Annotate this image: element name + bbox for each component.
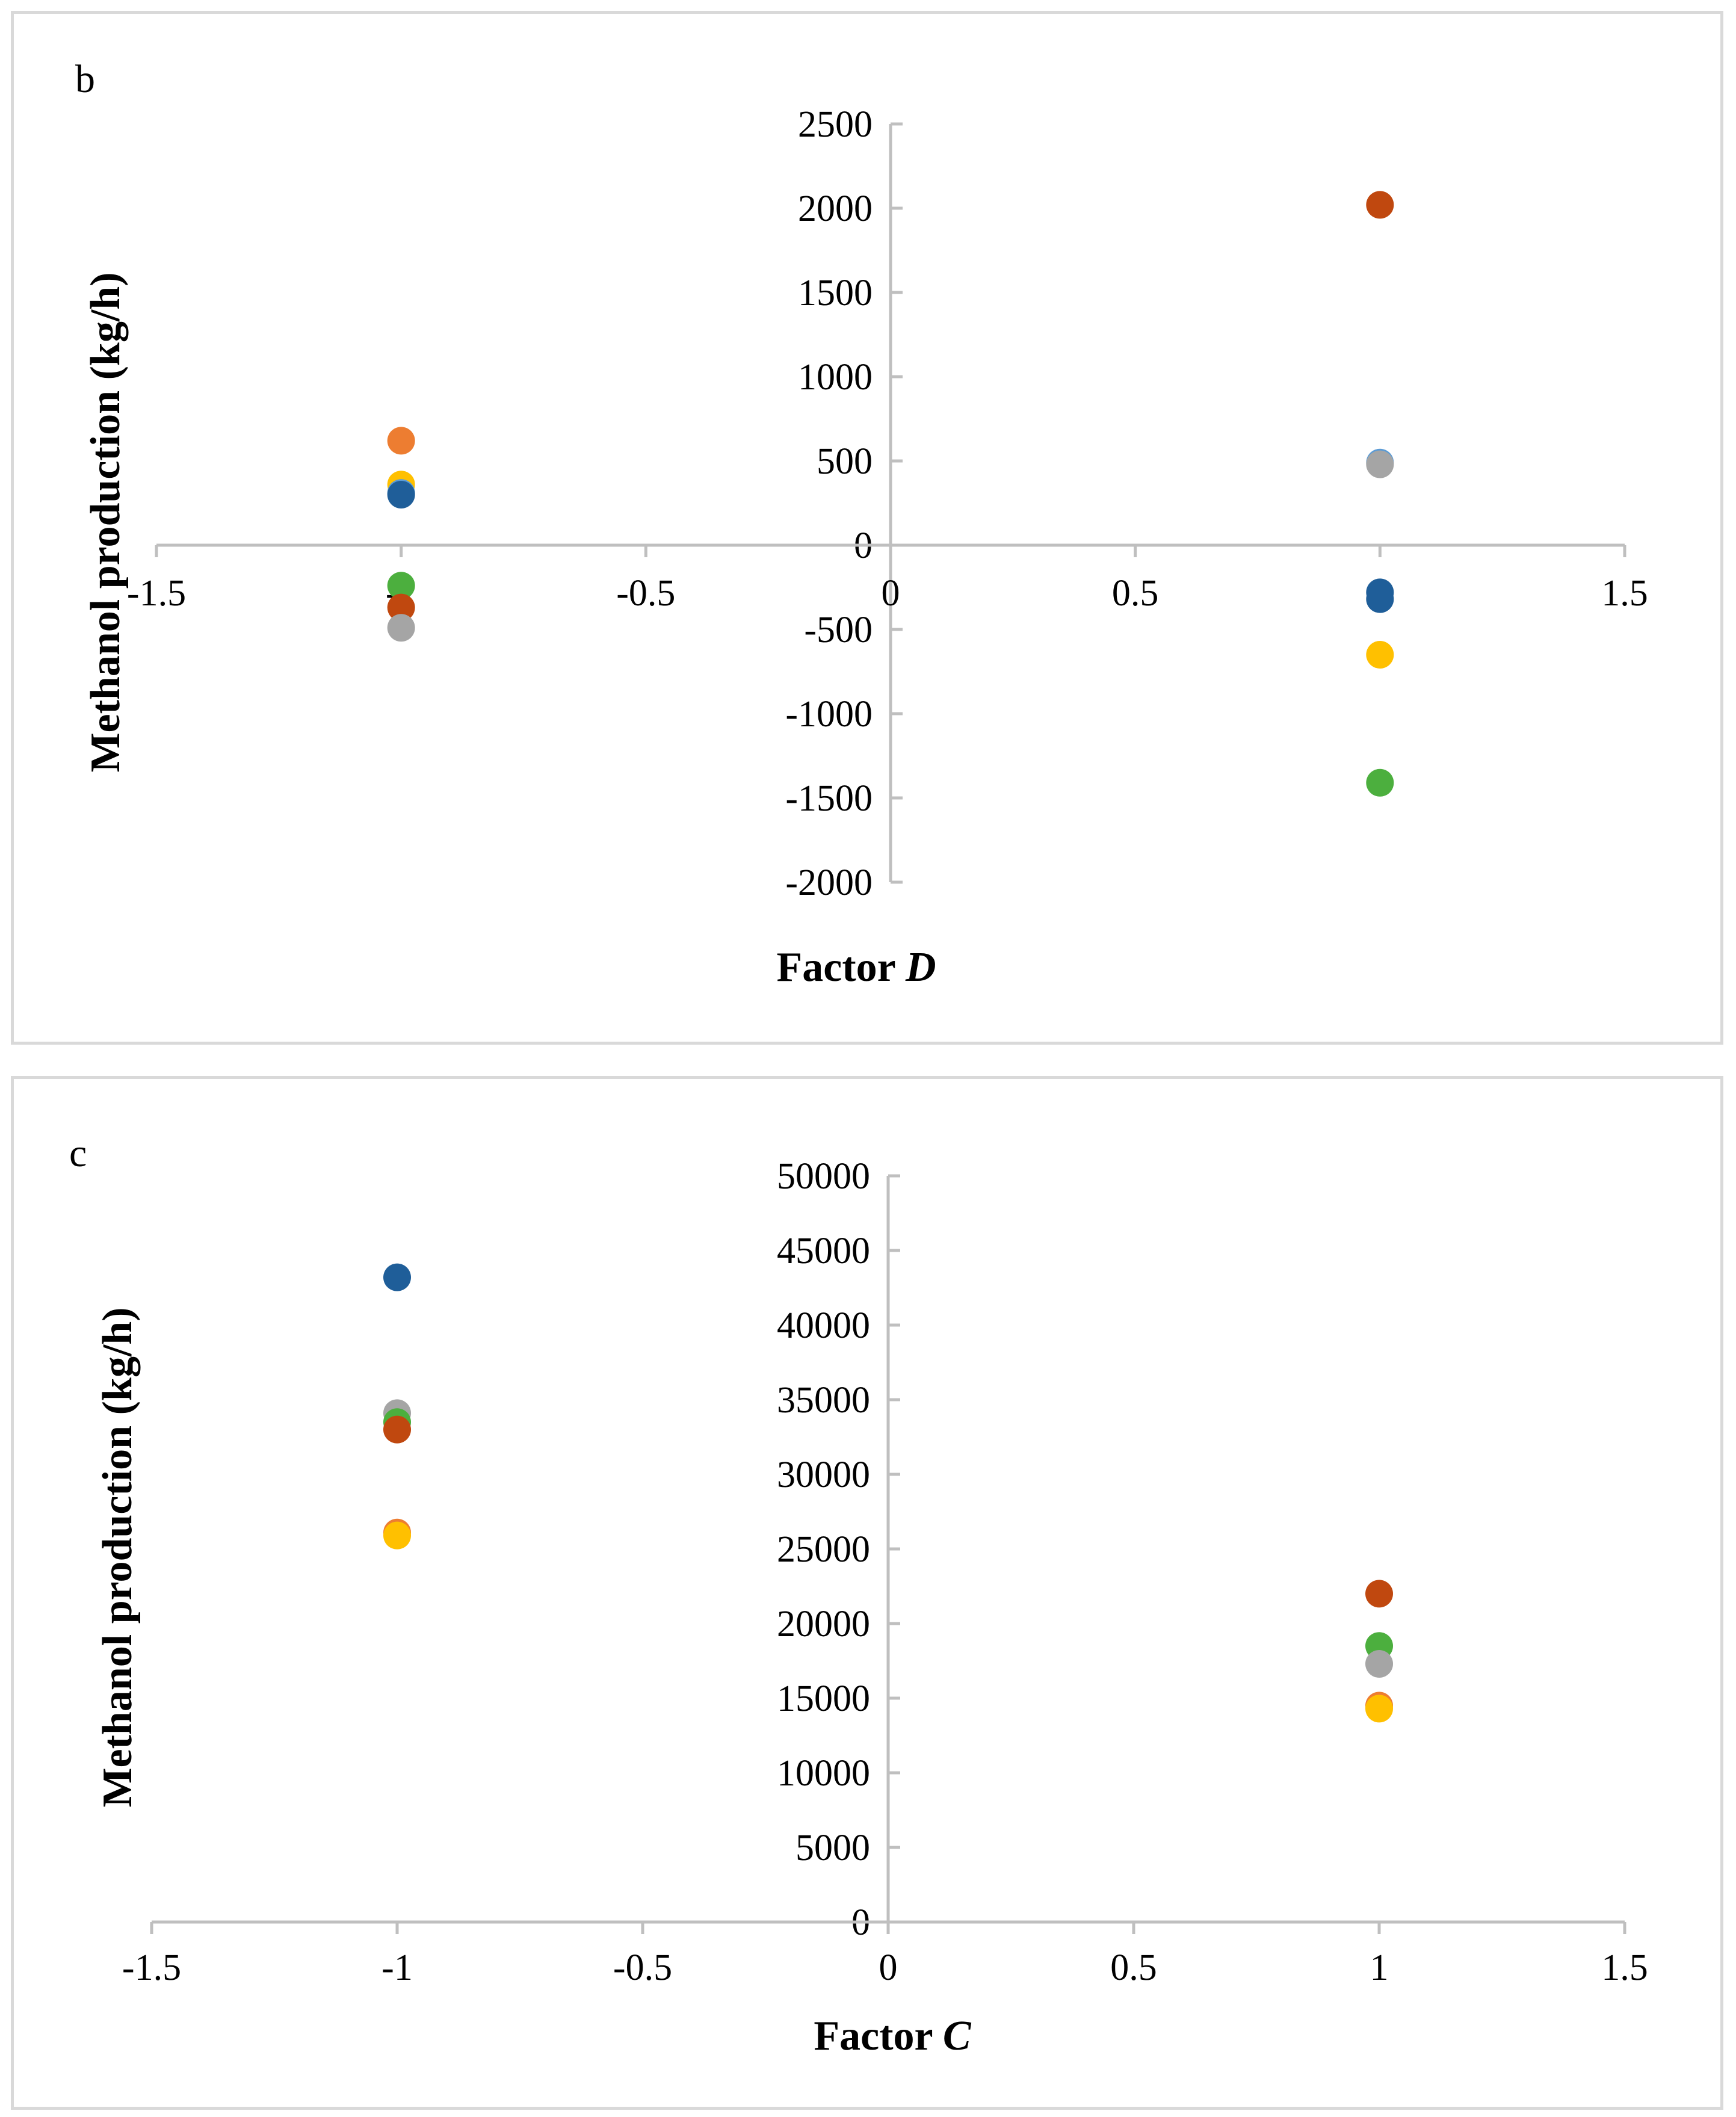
y-axis-title-b: Methanol production (kg/h) bbox=[82, 272, 129, 772]
y-tick-label-b: -1500 bbox=[785, 778, 873, 819]
x-tick-label-c: -1.5 bbox=[122, 1947, 181, 1988]
y-tick-label-c: 50000 bbox=[777, 1156, 870, 1197]
x-axis-c: -1.5 -1 -0.5 0 0.5 1 1.5 bbox=[122, 1920, 1648, 1988]
x-tick-label-b: 0 bbox=[882, 573, 900, 614]
data-point-b bbox=[387, 481, 415, 508]
y-tick-label-b: 2500 bbox=[798, 104, 873, 145]
panel-label-b: b bbox=[75, 57, 95, 101]
x-axis-title-var-c: C bbox=[943, 2013, 972, 2059]
y-tick-label-c: 5000 bbox=[795, 1828, 870, 1868]
x-tick-label-b: 1.5 bbox=[1601, 573, 1648, 614]
y-tick-label-c: 20000 bbox=[777, 1604, 870, 1645]
data-point-c bbox=[383, 1521, 411, 1550]
x-tick-label-c: 1.5 bbox=[1601, 1947, 1648, 1988]
x-axis-title-b: Factor D bbox=[776, 944, 936, 991]
data-points-b bbox=[387, 191, 1394, 797]
data-point-c bbox=[1365, 1695, 1393, 1723]
data-point-c bbox=[1365, 1649, 1393, 1678]
x-tick-label-b: -0.5 bbox=[616, 573, 675, 614]
y-tick-label-c: 35000 bbox=[777, 1380, 870, 1421]
data-point-b bbox=[387, 427, 415, 455]
y-axis-b: -2000 -1500 -1000 -5000 500 1000 1500 2000 2500 bbox=[785, 104, 903, 903]
y-tick-label-b: 500 bbox=[817, 441, 873, 482]
data-point-b bbox=[1366, 641, 1394, 669]
x-tick-label-c: -0.5 bbox=[613, 1947, 672, 1988]
data-point-b bbox=[387, 572, 415, 600]
x-axis-title-c: Factor C bbox=[814, 2013, 971, 2059]
x-axis-b: -1.5-1-0.500.511.5 bbox=[127, 543, 1648, 614]
panel-label-c: c bbox=[69, 1131, 87, 1175]
x-tick-label-c: 1 bbox=[1370, 1947, 1389, 1988]
y-tick-label-c: 15000 bbox=[777, 1678, 870, 1719]
chart-panel-b: b -2000 -1500 -1000 -500 0 500 1000 1500 2000 250… bbox=[11, 11, 1723, 1045]
x-axis-title-text-c: Factor bbox=[814, 2013, 932, 2059]
data-point-b bbox=[387, 614, 415, 642]
x-axis-title-text-b: Factor bbox=[776, 944, 895, 991]
data-point-c bbox=[1365, 1580, 1393, 1608]
data-point-b bbox=[1366, 191, 1394, 219]
chart-panel-c: c 0 5000 10000 15000 20000 25000 30000 35000 400… bbox=[11, 1076, 1723, 2110]
x-tick-label-b: -1.5 bbox=[127, 573, 186, 614]
scatter-chart-b: b -2000 -1500 -1000 -5000 500 1000 1500 2000 250… bbox=[75, 57, 1648, 991]
data-point-c bbox=[383, 1415, 411, 1444]
y-tick-label-c: 30000 bbox=[777, 1454, 870, 1495]
data-points-c bbox=[383, 1263, 1393, 1723]
data-point-c bbox=[383, 1263, 411, 1291]
data-point-b bbox=[1366, 450, 1394, 478]
y-axis-title-c: Methanol production (kg/h) bbox=[94, 1307, 141, 1807]
y-tick-label-c: 45000 bbox=[777, 1231, 870, 1272]
data-point-b bbox=[1366, 768, 1394, 797]
y-tick-label-b: -1000 bbox=[785, 694, 873, 735]
y-axis-c: 0500010000150002000025000300003500040000… bbox=[777, 1156, 900, 1943]
y-tick-label-c: 10000 bbox=[777, 1753, 870, 1794]
y-tick-label-c: 40000 bbox=[777, 1305, 870, 1346]
x-tick-label-c: 0 bbox=[879, 1947, 898, 1988]
y-tick-label-b: 2000 bbox=[798, 188, 873, 229]
data-point-b bbox=[387, 593, 415, 622]
x-tick-label-c: -1 bbox=[381, 1947, 413, 1988]
scatter-chart-c: c 0 5000 10000 15000 20000 25000 30000 35000 400… bbox=[69, 1131, 1648, 2059]
x-tick-label-c: 0.5 bbox=[1110, 1947, 1157, 1988]
y-tick-label-b: 1500 bbox=[798, 273, 873, 314]
y-tick-label-c: 25000 bbox=[777, 1529, 870, 1570]
x-tick-label-b: 0.5 bbox=[1112, 573, 1159, 614]
x-axis-title-var-b: D bbox=[905, 944, 936, 991]
y-tick-label-b: 1000 bbox=[798, 357, 873, 398]
y-tick-label-b: -2000 bbox=[785, 862, 873, 903]
data-point-b bbox=[1366, 585, 1394, 613]
y-tick-label-b: -500 bbox=[804, 610, 873, 651]
